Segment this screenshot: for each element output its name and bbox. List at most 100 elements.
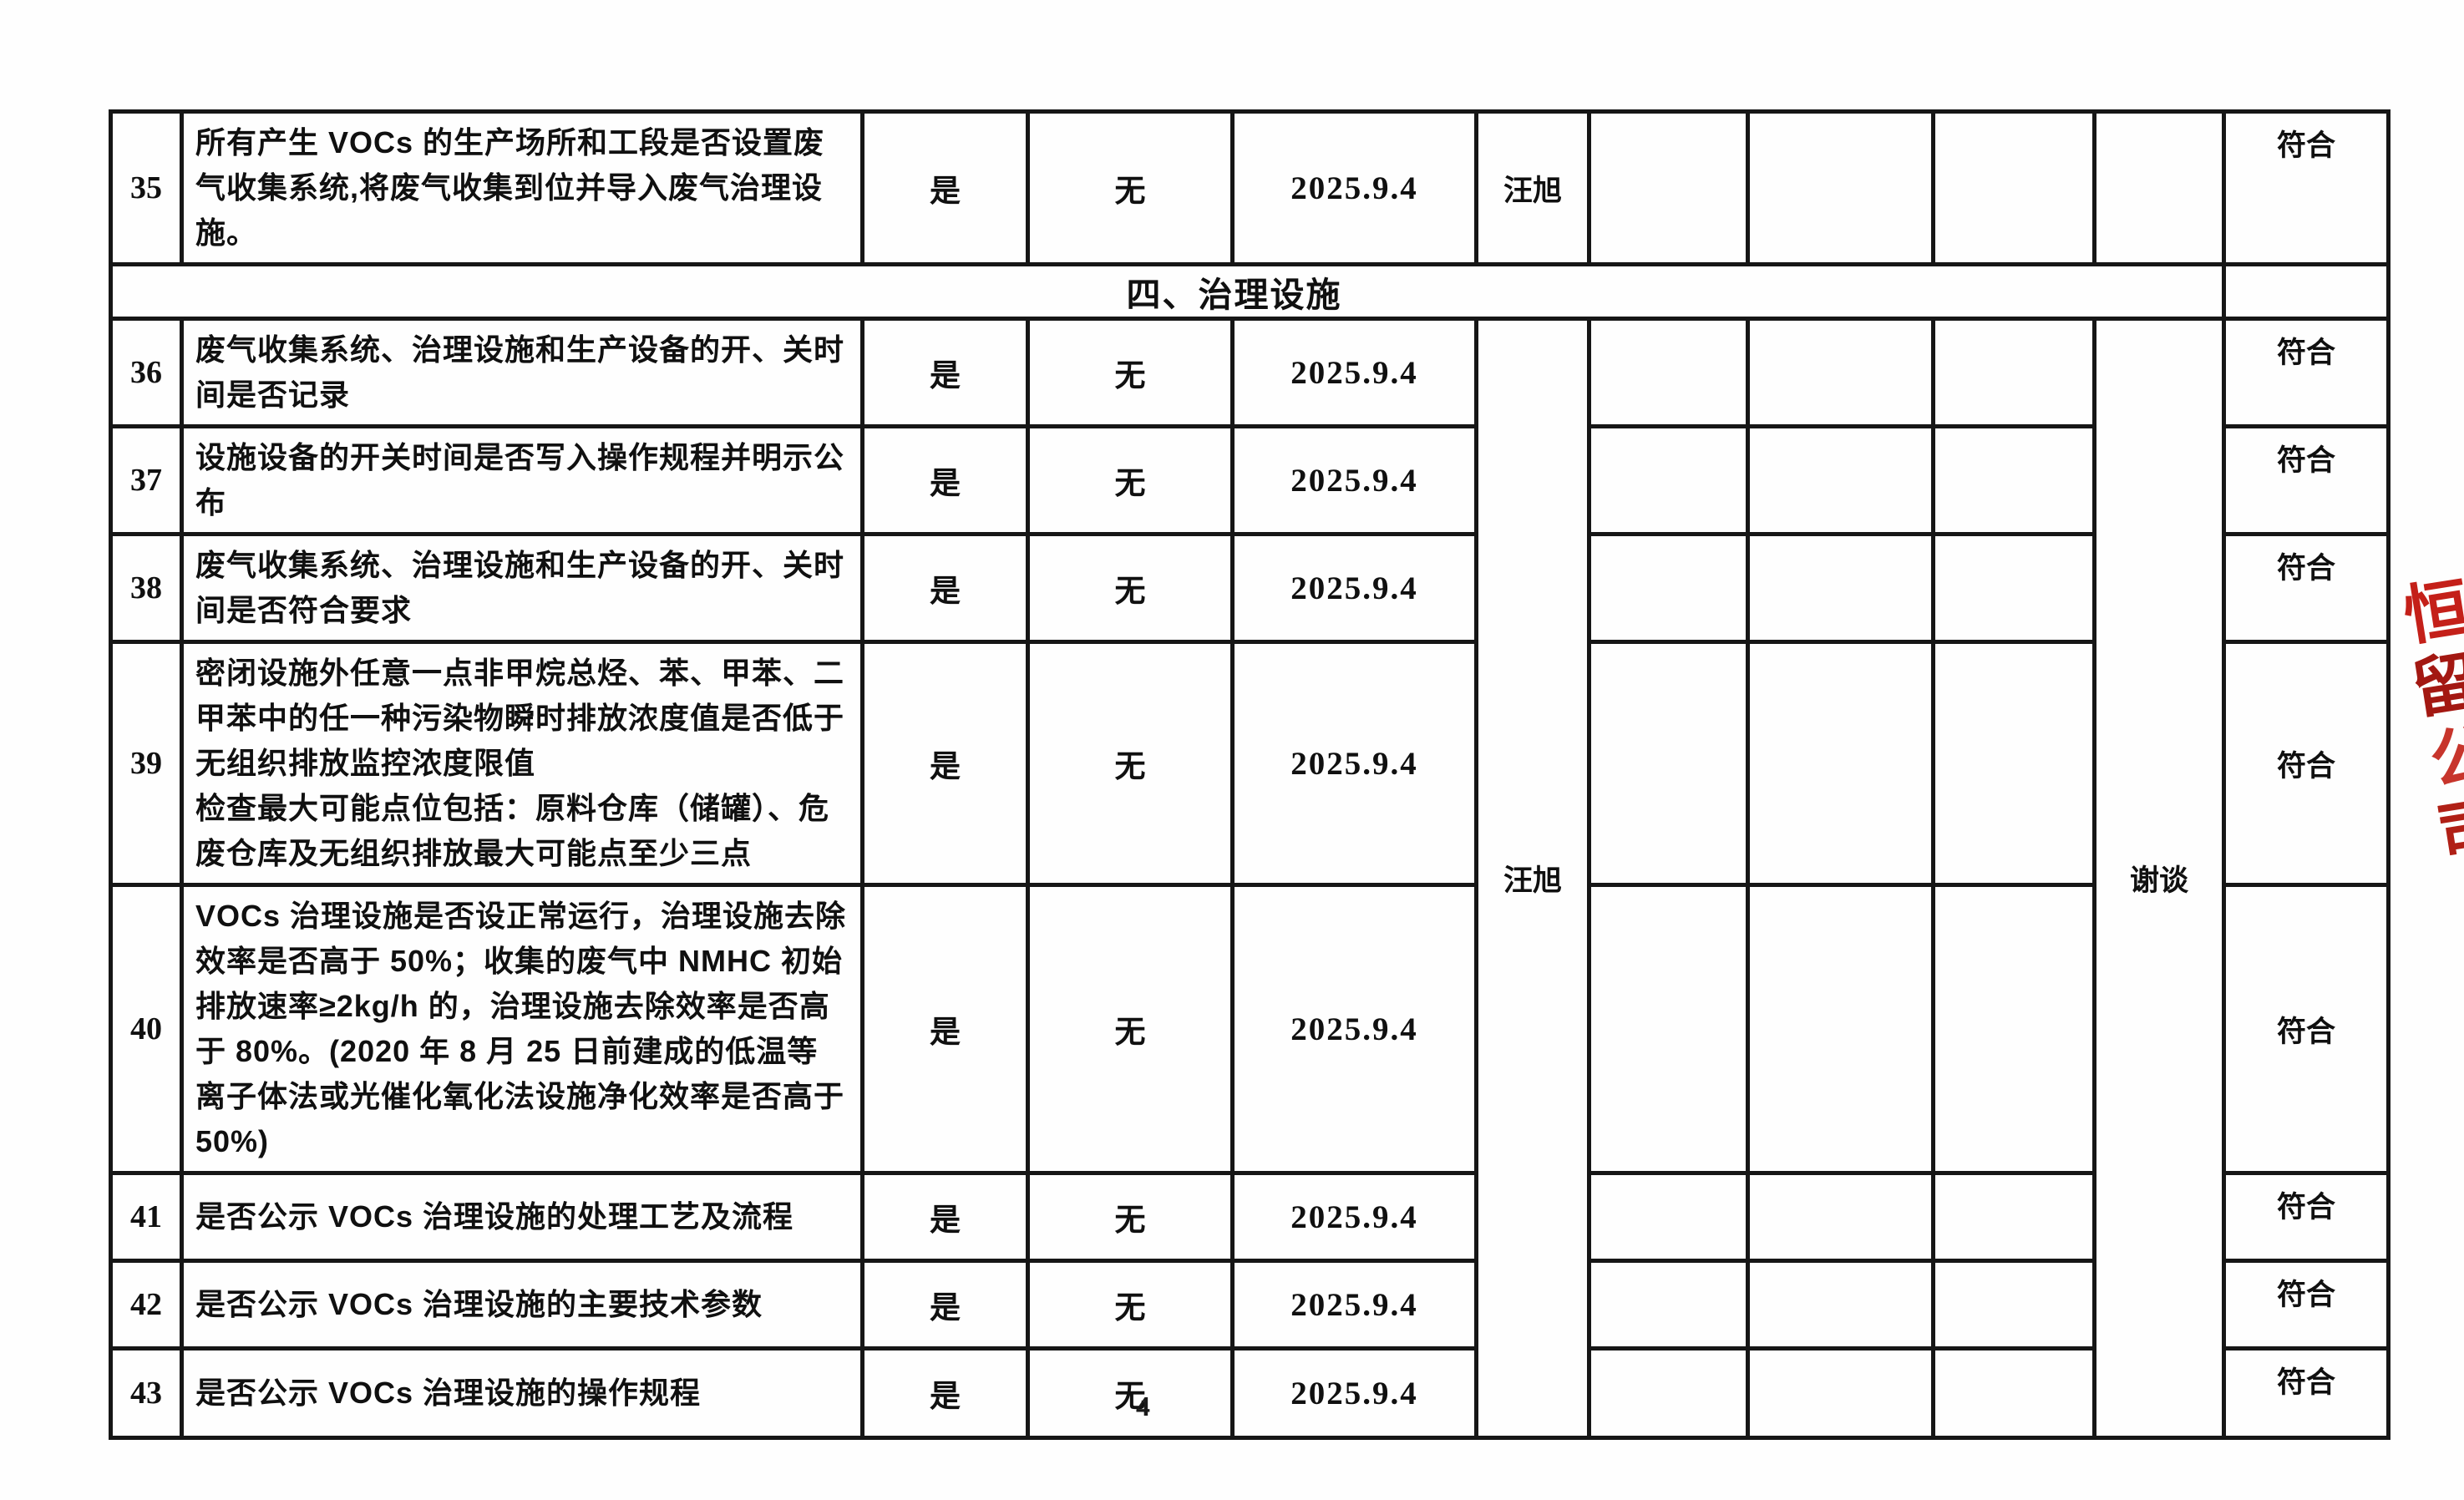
empty-cell: [1931, 1259, 2096, 1351]
problem-cell: 无: [1026, 1171, 1235, 1263]
empty-cell: [1931, 640, 2096, 887]
row-number: 38: [109, 532, 184, 644]
problem-cell: 无: [1026, 640, 1235, 887]
answer-cell: 是: [860, 1171, 1030, 1263]
table-row: 39 密闭设施外任意一点非甲烷总烃、苯、甲苯、二甲苯中的任一种污染物瞬时排放浓度…: [109, 640, 2390, 887]
date-cell: 2025.9.4: [1230, 317, 1478, 428]
table-row: 42 是否公示 VOCs 治理设施的主要技术参数 是 无 2025.9.4 符合: [109, 1259, 2390, 1351]
empty-cell: [1746, 1259, 1935, 1351]
section-title: 四、治理设施: [109, 262, 2226, 321]
result-cell: 符合: [2222, 532, 2390, 644]
seal-glyph: 恒: [2399, 571, 2464, 654]
empty-cell: [1746, 317, 1935, 428]
empty-cell: [1587, 640, 1750, 887]
problem-cell: 无: [1026, 532, 1235, 644]
empty-cell: [1931, 109, 2096, 266]
date-cell: 2025.9.4: [1230, 532, 1478, 644]
seal-glyph: 留: [2406, 644, 2464, 727]
row-number: 41: [109, 1171, 184, 1263]
empty-cell: [1587, 109, 1750, 266]
empty-cell: [1931, 1346, 2096, 1440]
table-row: 37 设施设备的开关时间是否写入操作规程并明示公布 是 无 2025.9.4 符…: [109, 424, 2390, 536]
empty-cell: [2092, 109, 2226, 266]
date-cell: 2025.9.4: [1230, 109, 1478, 266]
row-number: 42: [109, 1259, 184, 1351]
row-number: 35: [109, 109, 184, 266]
seal-glyph: 司: [2431, 789, 2464, 872]
date-cell: 2025.9.4: [1230, 1259, 1478, 1351]
empty-cell: [1746, 1346, 1935, 1440]
result-cell: 符合: [2222, 640, 2390, 887]
date-cell: 2025.9.4: [1230, 1171, 1478, 1263]
answer-cell: 是: [860, 317, 1030, 428]
date-cell: 2025.9.4: [1230, 640, 1478, 887]
empty-cell: [1587, 424, 1750, 536]
empty-cell: [1931, 317, 2096, 428]
row-number: 37: [109, 424, 184, 536]
empty-cell: [1587, 1259, 1750, 1351]
empty-cell: [1931, 883, 2096, 1175]
problem-cell: 无: [1026, 883, 1235, 1175]
empty-cell: [1746, 883, 1935, 1175]
empty-cell: [1746, 109, 1935, 266]
problem-cell: 无: [1026, 109, 1235, 266]
table-row: 36 废气收集系统、治理设施和生产设备的开、关时间是否记录 是 无 2025.9…: [109, 317, 2390, 1440]
inspector-cell: 汪旭: [1474, 109, 1591, 266]
problem-cell: 无: [1026, 1346, 1235, 1440]
seal-glyph: 公: [2425, 716, 2464, 798]
answer-cell: 是: [860, 532, 1030, 644]
answer-cell: 是: [860, 109, 1030, 266]
result-cell: 符合: [2222, 424, 2390, 536]
inspection-item: 废气收集系统、治理设施和生产设备的开、关时间是否符合要求: [180, 532, 864, 644]
empty-cell: [1587, 883, 1750, 1175]
empty-cell: [1587, 532, 1750, 644]
row-number: 36: [109, 317, 184, 428]
inspection-item: 设施设备的开关时间是否写入操作规程并明示公布: [180, 424, 864, 536]
inspector-merged-cell: 汪旭: [1474, 317, 1591, 1440]
empty-cell: [1587, 1171, 1750, 1263]
empty-cell: [1746, 640, 1935, 887]
table-row: 41 是否公示 VOCs 治理设施的处理工艺及流程 是 无 2025.9.4 符…: [109, 1171, 2390, 1263]
problem-cell: 无: [1026, 1259, 1235, 1351]
answer-cell: 是: [860, 640, 1030, 887]
answer-cell: 是: [860, 1346, 1030, 1440]
inspection-item: 所有产生 VOCs 的生产场所和工段是否设置废气收集系统,将废气收集到位并导入废…: [180, 109, 864, 266]
empty-cell: [2222, 262, 2390, 321]
empty-cell: [1587, 317, 1750, 428]
result-cell: 符合: [2222, 317, 2390, 428]
empty-cell: [1587, 1346, 1750, 1440]
table-row: 38 废气收集系统、治理设施和生产设备的开、关时间是否符合要求 是 无 2025…: [109, 532, 2390, 644]
result-cell: 符合: [2222, 883, 2390, 1175]
empty-cell: [1746, 1171, 1935, 1263]
table-row: 43 是否公示 VOCs 治理设施的操作规程 是 无 2025.9.4 符合: [109, 1346, 2390, 1440]
inspection-item: 是否公示 VOCs 治理设施的处理工艺及流程: [180, 1171, 864, 1263]
table-row: 35 所有产生 VOCs 的生产场所和工段是否设置废气收集系统,将废气收集到位并…: [109, 109, 2390, 266]
result-cell: 符合: [2222, 1346, 2390, 1440]
page-number: 4: [1136, 1391, 1150, 1422]
empty-cell: [1746, 424, 1935, 536]
result-cell: 符合: [2222, 109, 2390, 266]
inspection-item: 是否公示 VOCs 治理设施的操作规程: [180, 1346, 864, 1440]
section-header-row: 四、治理设施: [109, 262, 2390, 321]
date-cell: 2025.9.4: [1230, 883, 1478, 1175]
answer-cell: 是: [860, 1259, 1030, 1351]
problem-cell: 无: [1026, 424, 1235, 536]
table-row: 40 VOCs 治理设施是否设正常运行，治理设施去除效率是否高于 50%；收集的…: [109, 883, 2390, 1175]
problem-cell: 无: [1026, 317, 1235, 428]
inspection-checklist-table: 35 所有产生 VOCs 的生产场所和工段是否设置废气收集系统,将废气收集到位并…: [109, 109, 2390, 1440]
date-cell: 2025.9.4: [1230, 1346, 1478, 1440]
date-cell: 2025.9.4: [1230, 424, 1478, 536]
empty-cell: [1746, 532, 1935, 644]
result-cell: 符合: [2222, 1259, 2390, 1351]
inspection-item: 废气收集系统、治理设施和生产设备的开、关时间是否记录: [180, 317, 864, 428]
answer-cell: 是: [860, 883, 1030, 1175]
row-number: 43: [109, 1346, 184, 1440]
empty-cell: [1931, 1171, 2096, 1263]
reviewer-merged-cell: 谢谈: [2092, 317, 2226, 1440]
row-number: 40: [109, 883, 184, 1175]
row-number: 39: [109, 640, 184, 887]
result-cell: 符合: [2222, 1171, 2390, 1263]
red-seal-fragment: 恒 留 公 司: [2395, 570, 2464, 872]
inspection-item: VOCs 治理设施是否设正常运行，治理设施去除效率是否高于 50%；收集的废气中…: [180, 883, 864, 1175]
empty-cell: [1931, 532, 2096, 644]
